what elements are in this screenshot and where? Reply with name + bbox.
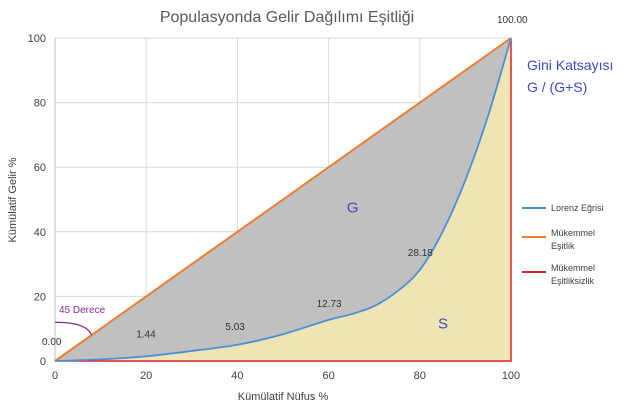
lorenz-curve: [54, 37, 512, 362]
data-label: 5.03: [225, 322, 245, 333]
inequality-line: [55, 38, 512, 362]
x-tick-label: 40: [231, 370, 243, 382]
angle-label: 45 Derece: [59, 305, 106, 316]
region-s-label: S: [438, 316, 448, 333]
y-tick-label: 100: [28, 33, 46, 45]
data-label: 100.00: [497, 15, 528, 26]
y-axis-label: Kümülatif Gelir %: [7, 157, 19, 242]
y-tick-label: 80: [34, 98, 46, 110]
x-tick-label: 20: [140, 370, 152, 382]
legend-label-lorenz: Lorenz Eğrisi: [551, 203, 604, 213]
legend-label-inequality: Mükemmel Eşitliksizlik: [551, 263, 595, 286]
y-tick-label: 60: [34, 162, 46, 174]
y-tick-label: 40: [34, 227, 46, 239]
data-label: 1.44: [136, 329, 156, 340]
legend-label-equality: Mükemmel Eşitlik: [551, 228, 595, 251]
data-label: 28.18: [408, 248, 433, 259]
x-axis-label: Kümülatif Nüfus %: [238, 391, 329, 403]
x-tick-label: 0: [52, 370, 58, 382]
equality-line: [54, 37, 512, 362]
chart-title: Populasyonda Gelir Dağılımı Eşitliği: [160, 9, 414, 26]
gini-formula: G / (G+S): [527, 79, 587, 95]
x-tick-label: 100: [502, 370, 520, 382]
legend: Lorenz Eğrisi Mükemmel Eşitlik Mükemmel Eş…: [522, 203, 604, 286]
gini-title: Gini Katsayısı: [527, 57, 613, 73]
region-g-label: G: [347, 199, 359, 216]
chart-lines: [54, 37, 512, 362]
tick-labels: 0 20 40 60 80 100 0 20 40 60 80 100: [28, 33, 521, 382]
x-tick-label: 80: [414, 370, 426, 382]
data-label: 0.00: [42, 337, 62, 348]
x-tick-label: 60: [322, 370, 334, 382]
data-labels: 0.00 1.44 5.03 12.73 28.18 100.00: [42, 15, 528, 348]
y-tick-label: 0: [40, 356, 46, 368]
angle-arc: [54, 321, 93, 336]
data-label: 12.73: [317, 299, 342, 310]
y-tick-label: 20: [34, 291, 46, 303]
